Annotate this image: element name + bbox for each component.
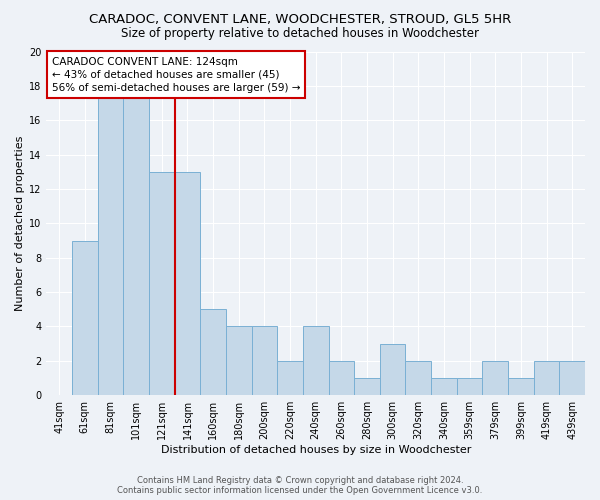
Bar: [277, 361, 303, 395]
Bar: [226, 326, 251, 395]
Bar: [559, 361, 585, 395]
Bar: [200, 310, 226, 395]
Bar: [98, 68, 124, 395]
Bar: [72, 240, 98, 395]
Text: CARADOC, CONVENT LANE, WOODCHESTER, STROUD, GL5 5HR: CARADOC, CONVENT LANE, WOODCHESTER, STRO…: [89, 12, 511, 26]
X-axis label: Distribution of detached houses by size in Woodchester: Distribution of detached houses by size …: [161, 445, 471, 455]
Text: Contains HM Land Registry data © Crown copyright and database right 2024.
Contai: Contains HM Land Registry data © Crown c…: [118, 476, 482, 495]
Bar: [251, 326, 277, 395]
Bar: [354, 378, 380, 395]
Bar: [457, 378, 482, 395]
Bar: [380, 344, 406, 395]
Bar: [303, 326, 329, 395]
Bar: [534, 361, 559, 395]
Bar: [482, 361, 508, 395]
Text: CARADOC CONVENT LANE: 124sqm
← 43% of detached houses are smaller (45)
56% of se: CARADOC CONVENT LANE: 124sqm ← 43% of de…: [52, 56, 300, 93]
Text: Size of property relative to detached houses in Woodchester: Size of property relative to detached ho…: [121, 28, 479, 40]
Bar: [406, 361, 431, 395]
Bar: [508, 378, 534, 395]
Y-axis label: Number of detached properties: Number of detached properties: [15, 136, 25, 311]
Bar: [175, 172, 200, 395]
Bar: [149, 172, 175, 395]
Bar: [431, 378, 457, 395]
Bar: [124, 68, 149, 395]
Bar: [329, 361, 354, 395]
